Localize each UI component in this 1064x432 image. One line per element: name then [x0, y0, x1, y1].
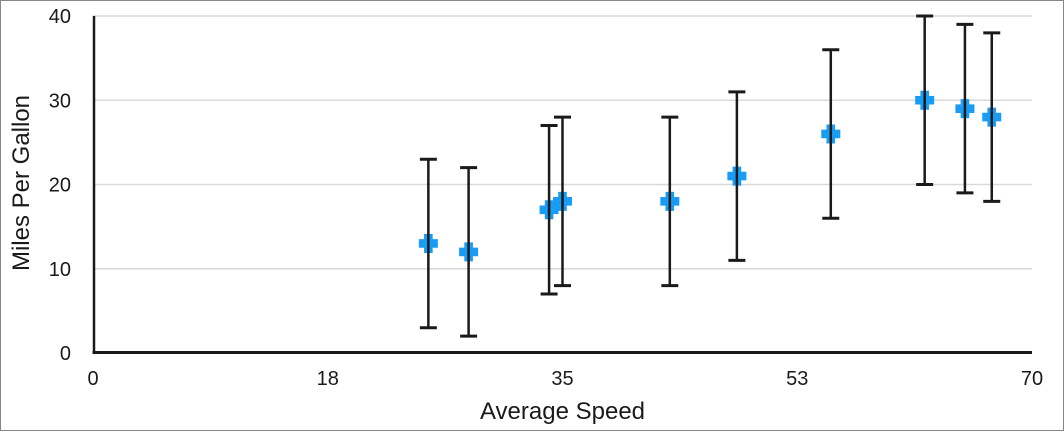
y-axis-title: Miles Per Gallon — [8, 94, 35, 272]
y-tick-label: 10 — [49, 259, 71, 281]
x-tick-label: 70 — [1021, 368, 1043, 390]
x-tick-label: 18 — [317, 368, 339, 390]
x-tick-label: 35 — [551, 368, 573, 390]
y-tick-label: 30 — [49, 90, 71, 112]
y-tick-label: 20 — [49, 175, 71, 197]
x-tick-label: 0 — [87, 368, 98, 390]
y-tick-label: 40 — [49, 6, 71, 28]
x-axis-title: Average Speed — [479, 398, 646, 425]
y-tick-label: 0 — [60, 343, 71, 365]
x-tick-label: 53 — [786, 368, 808, 390]
